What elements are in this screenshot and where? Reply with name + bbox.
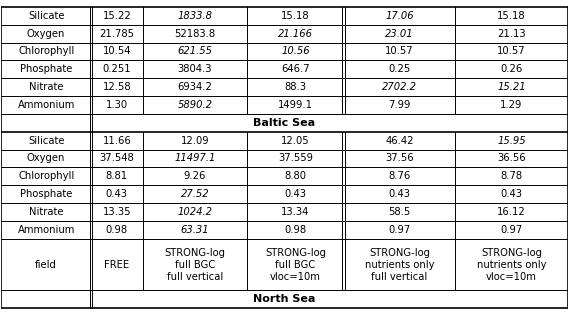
Text: 8.80: 8.80	[284, 171, 307, 181]
Text: 52183.8: 52183.8	[174, 29, 216, 39]
Text: 12.05: 12.05	[281, 136, 310, 146]
Text: 0.26: 0.26	[500, 64, 522, 74]
Text: Nitrate: Nitrate	[29, 207, 63, 217]
Text: 5890.2: 5890.2	[178, 100, 212, 110]
Text: 58.5: 58.5	[388, 207, 411, 217]
Text: STRONG-log
nutrients only
vloc=10m: STRONG-log nutrients only vloc=10m	[477, 248, 546, 282]
Text: 0.98: 0.98	[284, 225, 307, 235]
Text: 8.78: 8.78	[500, 171, 522, 181]
Text: Silicate: Silicate	[28, 136, 64, 146]
Text: Phosphate: Phosphate	[20, 189, 72, 199]
Text: 0.97: 0.97	[388, 225, 411, 235]
Text: 7.99: 7.99	[388, 100, 411, 110]
Text: 1.30: 1.30	[106, 100, 128, 110]
Text: Silicate: Silicate	[28, 11, 64, 21]
Text: 21.785: 21.785	[100, 29, 134, 39]
Text: 13.34: 13.34	[281, 207, 310, 217]
Text: 13.35: 13.35	[102, 207, 131, 217]
Text: 27.52: 27.52	[180, 189, 209, 199]
Text: 37.548: 37.548	[100, 153, 134, 163]
Text: 16.12: 16.12	[497, 207, 526, 217]
Text: field: field	[35, 260, 57, 270]
Text: STRONG-log
nutrients only
full vertical: STRONG-log nutrients only full vertical	[365, 248, 434, 282]
Text: 0.98: 0.98	[106, 225, 128, 235]
Text: 1833.8: 1833.8	[178, 11, 212, 21]
Text: 36.56: 36.56	[497, 153, 526, 163]
Text: 646.7: 646.7	[281, 64, 310, 74]
Text: 15.21: 15.21	[497, 82, 526, 92]
Text: 37.559: 37.559	[278, 153, 313, 163]
Text: STRONG-log
full BGC
vloc=10m: STRONG-log full BGC vloc=10m	[265, 248, 326, 282]
Text: 11.66: 11.66	[102, 136, 131, 146]
Text: Oxygen: Oxygen	[27, 29, 65, 39]
Text: Oxygen: Oxygen	[27, 153, 65, 163]
Text: North Sea: North Sea	[253, 294, 316, 304]
Text: 11497.1: 11497.1	[174, 153, 216, 163]
Text: 15.22: 15.22	[102, 11, 131, 21]
Text: 37.56: 37.56	[385, 153, 414, 163]
Text: 63.31: 63.31	[180, 225, 209, 235]
Text: 10.57: 10.57	[385, 46, 414, 56]
Text: 621.55: 621.55	[178, 46, 212, 56]
Text: 10.56: 10.56	[281, 46, 310, 56]
Text: 8.81: 8.81	[106, 171, 128, 181]
Text: 9.26: 9.26	[184, 171, 206, 181]
Text: 10.54: 10.54	[102, 46, 131, 56]
Text: 23.01: 23.01	[385, 29, 414, 39]
Text: 10.57: 10.57	[497, 46, 526, 56]
Text: 0.25: 0.25	[388, 64, 411, 74]
Text: 3804.3: 3804.3	[178, 64, 212, 74]
Text: 0.43: 0.43	[106, 189, 128, 199]
Text: 2702.2: 2702.2	[382, 82, 417, 92]
Text: Phosphate: Phosphate	[20, 64, 72, 74]
Text: Nitrate: Nitrate	[29, 82, 63, 92]
Text: 15.95: 15.95	[497, 136, 526, 146]
Text: 1.29: 1.29	[500, 100, 522, 110]
Text: 1499.1: 1499.1	[278, 100, 313, 110]
Text: Chlorophyll: Chlorophyll	[18, 46, 75, 56]
Text: 21.13: 21.13	[497, 29, 526, 39]
Text: 0.251: 0.251	[102, 64, 131, 74]
Text: 15.18: 15.18	[281, 11, 310, 21]
Text: FREE: FREE	[104, 260, 129, 270]
Text: 0.43: 0.43	[500, 189, 522, 199]
Text: 12.58: 12.58	[102, 82, 131, 92]
Text: 0.97: 0.97	[500, 225, 522, 235]
Text: 8.76: 8.76	[388, 171, 411, 181]
Text: Ammonium: Ammonium	[18, 225, 75, 235]
Text: 46.42: 46.42	[385, 136, 414, 146]
Text: STRONG-log
full BGC
full vertical: STRONG-log full BGC full vertical	[164, 248, 225, 282]
Text: 88.3: 88.3	[284, 82, 307, 92]
Text: Baltic Sea: Baltic Sea	[253, 118, 316, 128]
Text: 0.43: 0.43	[284, 189, 307, 199]
Text: 17.06: 17.06	[385, 11, 414, 21]
Text: 6934.2: 6934.2	[178, 82, 212, 92]
Text: 1024.2: 1024.2	[178, 207, 212, 217]
Text: 0.43: 0.43	[389, 189, 410, 199]
Text: Ammonium: Ammonium	[18, 100, 75, 110]
Text: Chlorophyll: Chlorophyll	[18, 171, 75, 181]
Text: 21.166: 21.166	[278, 29, 313, 39]
Text: 12.09: 12.09	[180, 136, 209, 146]
Text: 15.18: 15.18	[497, 11, 526, 21]
